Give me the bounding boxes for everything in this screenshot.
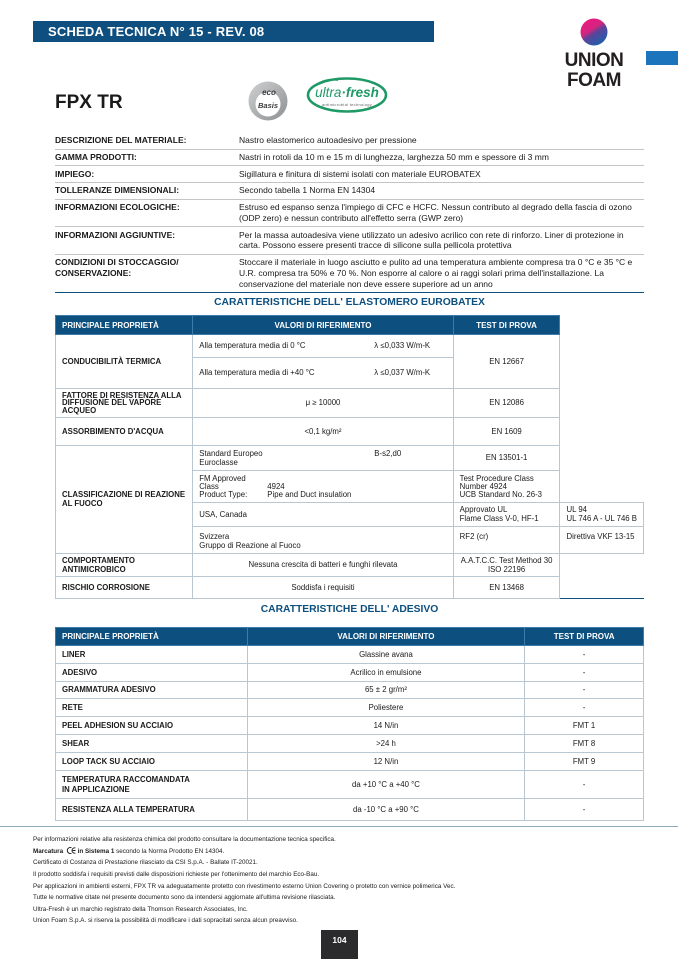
svg-text:FOAM: FOAM: [567, 70, 621, 91]
svg-text:eco: eco: [262, 88, 276, 97]
svg-text:Basis: Basis: [258, 101, 278, 110]
svg-text:UNION: UNION: [565, 50, 624, 71]
svg-text:ultra·fresh: ultra·fresh: [315, 85, 379, 100]
svg-text:antimicrobial technology: antimicrobial technology: [322, 102, 372, 107]
